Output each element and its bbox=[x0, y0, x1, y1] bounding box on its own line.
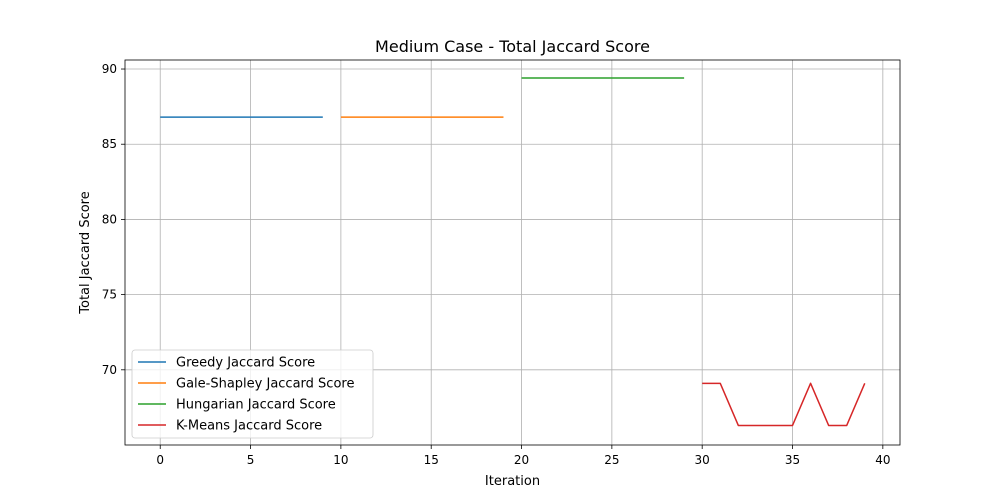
axis-ticks: 0 5 10 15 20 25 30 35 40 70 75 80 85 90 bbox=[102, 62, 891, 467]
series-line-4 bbox=[702, 382, 866, 427]
series-lines bbox=[160, 77, 866, 427]
x-axis-label: Iteration bbox=[485, 474, 540, 489]
grid-lines bbox=[125, 60, 900, 445]
x-tick-label: 5 bbox=[247, 453, 255, 467]
y-tick-label: 90 bbox=[102, 62, 117, 76]
plot-frame bbox=[124, 59, 901, 446]
x-tick-label: 40 bbox=[875, 453, 890, 467]
legend-entry: Hungarian Jaccard Score bbox=[176, 398, 336, 413]
chart-title: Medium Case - Total Jaccard Score bbox=[375, 37, 650, 56]
x-tick-label: 20 bbox=[514, 453, 529, 467]
legend-entry: Gale-Shapley Jaccard Score bbox=[176, 377, 354, 392]
legend: Greedy Jaccard Score Gale-Shapley Jaccard… bbox=[131, 349, 374, 439]
legend-entry: Greedy Jaccard Score bbox=[176, 356, 315, 371]
legend-entry: K-Means Jaccard Score bbox=[176, 419, 322, 434]
y-axis-label: Total Jaccard Score bbox=[78, 191, 93, 314]
x-tick-label: 35 bbox=[785, 453, 800, 467]
y-tick-label: 85 bbox=[102, 137, 117, 151]
legend-box bbox=[131, 349, 374, 439]
y-tick-label: 75 bbox=[102, 288, 117, 302]
x-tick-label: 10 bbox=[333, 453, 348, 467]
x-tick-label: 0 bbox=[156, 453, 164, 467]
x-tick-label: 25 bbox=[604, 453, 619, 467]
y-tick-label: 80 bbox=[102, 212, 117, 226]
x-tick-label: 15 bbox=[424, 453, 439, 467]
y-tick-label: 70 bbox=[102, 363, 117, 377]
x-tick-label: 30 bbox=[695, 453, 710, 467]
